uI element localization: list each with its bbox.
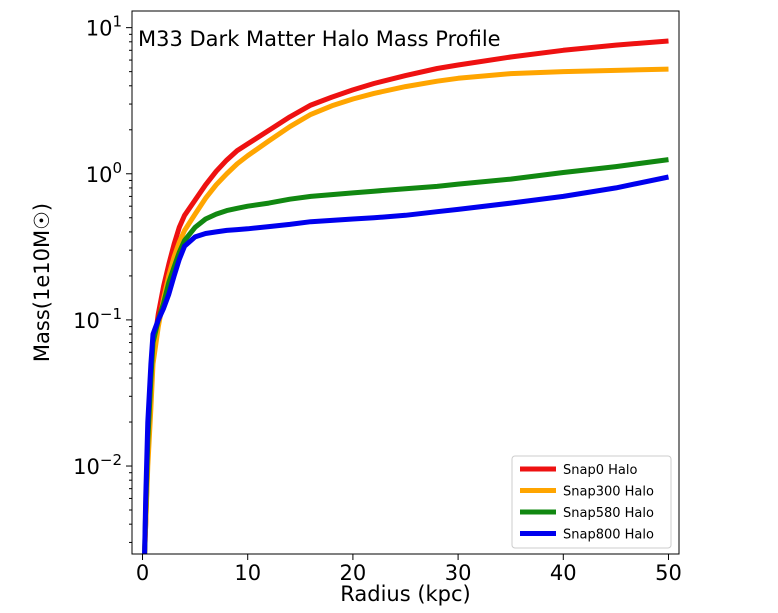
ticks-layer: 0 10 20 30 40 50 10−2 10−1 100 101 <box>73 13 682 585</box>
y-tick-label: 10−1 <box>73 305 122 333</box>
x-tick-label: 40 <box>550 561 577 585</box>
series-line-4 <box>142 174 670 555</box>
plot-area-frame <box>131 10 680 555</box>
series-layer <box>142 38 670 555</box>
x-tick-label: 20 <box>340 561 367 585</box>
y-tick-label: 10−2 <box>73 451 122 479</box>
x-axis-label: Radius (kpc) <box>340 582 471 606</box>
chart-title: M33 Dark Matter Halo Mass Profile <box>138 27 501 51</box>
y-tick-label: 101 <box>86 13 122 41</box>
x-tick-label: 0 <box>136 561 149 585</box>
legend-box <box>511 455 672 549</box>
x-tick-label: 10 <box>234 561 261 585</box>
y-axis-label: Mass(1e10M☉) <box>30 203 54 362</box>
legend-label-3: Snap580 Halo <box>563 506 654 521</box>
legend-label-1: Snap0 Halo <box>563 463 637 478</box>
x-tick-label: 30 <box>445 561 472 585</box>
legend-label-4: Snap800 Halo <box>563 528 654 543</box>
legend: Snap0 Halo Snap300 Halo Snap580 Halo Snap80… <box>511 455 672 549</box>
y-tick-label: 100 <box>86 159 122 187</box>
x-tick-label: 50 <box>655 561 682 585</box>
legend-label-2: Snap300 Halo <box>563 485 654 500</box>
